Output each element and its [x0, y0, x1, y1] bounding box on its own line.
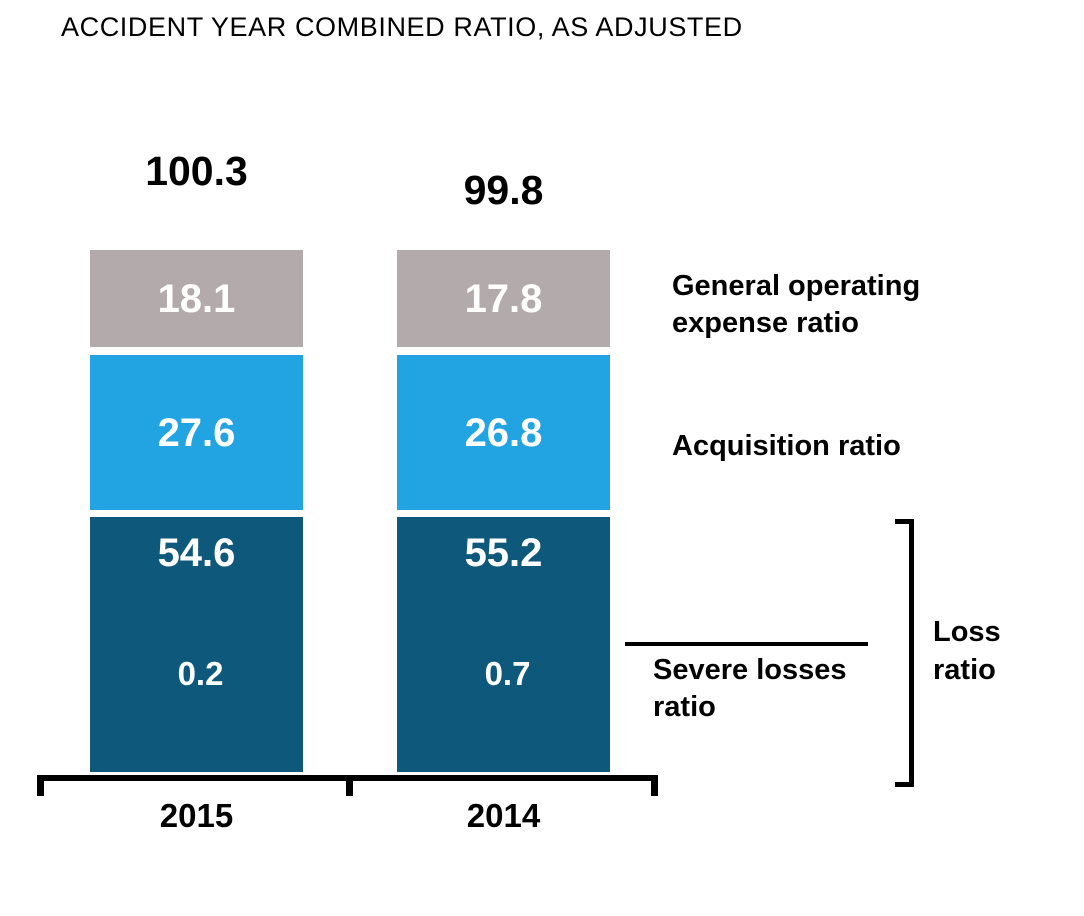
segment-loss-2014: 55.2 0.7 [397, 517, 610, 772]
legend-acquisition-ratio: Acquisition ratio [672, 430, 901, 462]
value-loss-2014: 55.2 [464, 531, 543, 575]
value-severe-losses-2015: 0.2 [177, 655, 224, 692]
category-label-2015: 2015 [159, 797, 234, 834]
legend-loss-ratio: Loss ratio [933, 616, 1001, 686]
segment-general-operating-2014: 17.8 [397, 250, 610, 347]
total-label-2014: 99.8 [463, 167, 544, 213]
legend-general-operating-expense-ratio: General operating expense ratio [672, 270, 921, 339]
x-axis-tick-left [37, 775, 44, 796]
bar-2015: 100.3 18.1 27.6 54.6 0.2 2015 [90, 0, 303, 916]
value-loss-2015: 54.6 [157, 531, 236, 575]
segment-acquisition-2015: 27.6 [90, 355, 303, 510]
loss-ratio-bracket [895, 519, 914, 787]
x-axis-tick-middle [346, 775, 353, 796]
value-general-operating-2014: 17.8 [464, 276, 543, 321]
segment-general-operating-2015: 18.1 [90, 250, 303, 347]
category-label-2014: 2014 [466, 797, 541, 834]
legend-severe-losses-ratio: Severe losses ratio [653, 654, 847, 723]
value-acquisition-2014: 26.8 [464, 410, 543, 455]
value-general-operating-2015: 18.1 [157, 276, 236, 321]
segment-acquisition-2014: 26.8 [397, 355, 610, 510]
x-axis-tick-right [651, 775, 658, 796]
chart-title: ACCIDENT YEAR COMBINED RATIO, AS ADJUSTE… [61, 12, 743, 42]
bar-2014: 99.8 17.8 26.8 55.2 0.7 2014 [397, 0, 610, 916]
segment-loss-2015: 54.6 0.2 [90, 517, 303, 772]
value-severe-losses-2014: 0.7 [484, 655, 531, 692]
value-acquisition-2015: 27.6 [157, 410, 236, 455]
severe-losses-divider-line [625, 642, 868, 646]
total-label-2015: 100.3 [145, 148, 248, 194]
